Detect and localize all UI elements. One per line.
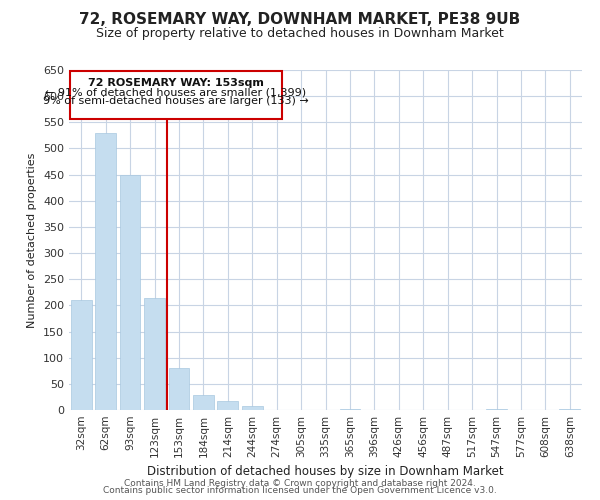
Bar bbox=[95, 133, 116, 410]
Bar bbox=[71, 300, 92, 410]
Text: 72 ROSEMARY WAY: 153sqm: 72 ROSEMARY WAY: 153sqm bbox=[88, 78, 264, 88]
Bar bbox=[217, 401, 238, 410]
Bar bbox=[169, 368, 190, 410]
Text: 9% of semi-detached houses are larger (133) →: 9% of semi-detached houses are larger (1… bbox=[43, 96, 309, 106]
Text: Contains public sector information licensed under the Open Government Licence v3: Contains public sector information licen… bbox=[103, 486, 497, 495]
Bar bbox=[242, 406, 263, 410]
FancyBboxPatch shape bbox=[70, 71, 281, 118]
Y-axis label: Number of detached properties: Number of detached properties bbox=[28, 152, 37, 328]
Bar bbox=[144, 298, 165, 410]
Bar bbox=[119, 174, 140, 410]
Text: ← 91% of detached houses are smaller (1,399): ← 91% of detached houses are smaller (1,… bbox=[46, 88, 307, 98]
Text: Contains HM Land Registry data © Crown copyright and database right 2024.: Contains HM Land Registry data © Crown c… bbox=[124, 478, 476, 488]
X-axis label: Distribution of detached houses by size in Downham Market: Distribution of detached houses by size … bbox=[147, 466, 504, 478]
Bar bbox=[193, 396, 214, 410]
Text: 72, ROSEMARY WAY, DOWNHAM MARKET, PE38 9UB: 72, ROSEMARY WAY, DOWNHAM MARKET, PE38 9… bbox=[79, 12, 521, 28]
Text: Size of property relative to detached houses in Downham Market: Size of property relative to detached ho… bbox=[96, 28, 504, 40]
Bar bbox=[340, 409, 361, 410]
